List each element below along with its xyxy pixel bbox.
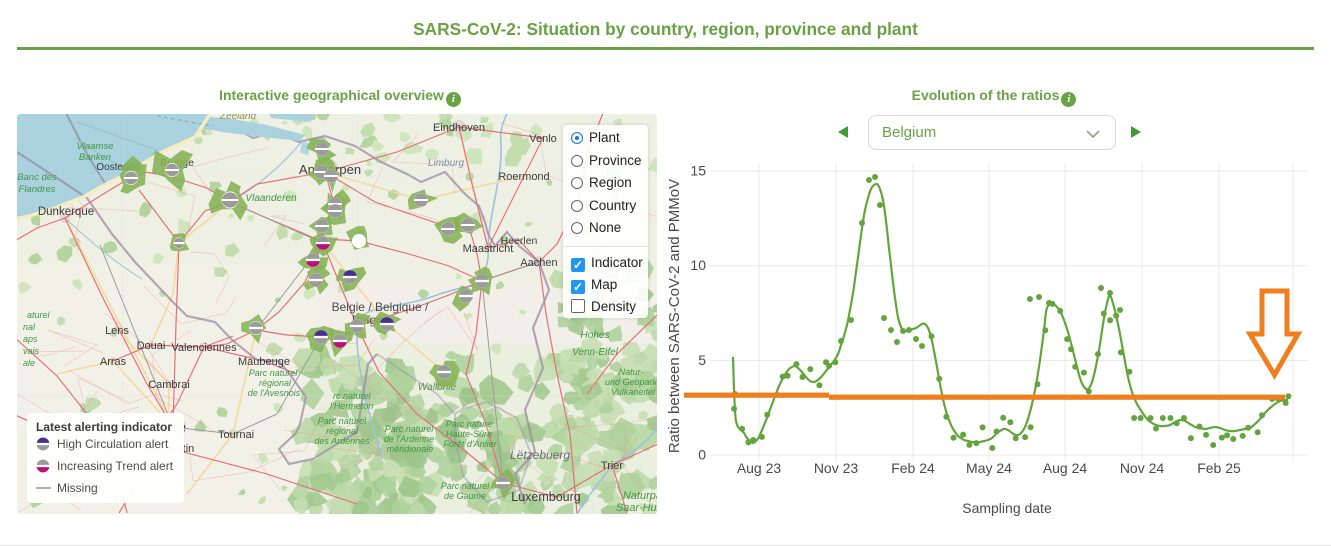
svg-text:Venlo: Venlo <box>529 133 557 145</box>
svg-text:Tournai: Tournai <box>218 429 254 441</box>
svg-text:15: 15 <box>690 163 706 179</box>
svg-text:de l'Ardenne: de l'Ardenne <box>384 434 434 444</box>
svg-text:Hohes: Hohes <box>581 330 610 341</box>
svg-text:Luxembourg: Luxembourg <box>511 490 581 504</box>
svg-text:Douai: Douai <box>137 340 166 352</box>
svg-text:Lens: Lens <box>105 325 129 337</box>
svg-text:Haute-Sûre: Haute-Sûre <box>446 429 492 439</box>
svg-text:Vulkaneifel: Vulkaneifel <box>611 387 656 397</box>
svg-text:Aachen: Aachen <box>520 257 557 269</box>
svg-text:Increasing Trend alert: Increasing Trend alert <box>57 459 174 473</box>
svg-text:Parc naturel: Parc naturel <box>249 368 299 378</box>
svg-text:Feb 24: Feb 24 <box>891 460 935 476</box>
svg-text:méridionale: méridionale <box>387 444 434 454</box>
svg-text:Nov 23: Nov 23 <box>814 460 859 476</box>
svg-text:Dunkerque: Dunkerque <box>38 206 94 218</box>
svg-text:0: 0 <box>698 447 706 463</box>
svg-text:Wallonie: Wallonie <box>418 382 457 393</box>
svg-text:10: 10 <box>690 257 706 273</box>
svg-text:des Ardennes: des Ardennes <box>314 436 370 446</box>
svg-text:Parc naturel: Parc naturel <box>441 481 491 491</box>
svg-text:Saar-Hunsrü: Saar-Hunsrü <box>616 502 657 514</box>
svg-text:Parc naturel: Parc naturel <box>385 424 435 434</box>
svg-text:aps: aps <box>23 334 38 344</box>
svg-text:Flandres: Flandres <box>19 184 56 195</box>
svg-text:und Geopark: und Geopark <box>605 377 657 387</box>
svg-text:Maubeuge: Maubeuge <box>238 356 290 368</box>
svg-text:Parc naturel: Parc naturel <box>318 416 368 426</box>
svg-text:Trier: Trier <box>601 460 624 472</box>
svg-text:régional: régional <box>326 426 359 436</box>
svg-text:5: 5 <box>698 352 706 368</box>
svg-text:Venn-Eifel: Venn-Eifel <box>572 347 619 358</box>
svg-text:Nov 24: Nov 24 <box>1120 460 1165 476</box>
svg-text:Lëtzebuerg: Lëtzebuerg <box>510 448 570 462</box>
svg-text:Aug 24: Aug 24 <box>1043 460 1088 476</box>
svg-text:Missing: Missing <box>57 481 98 495</box>
svg-text:High Circulation alert: High Circulation alert <box>57 437 169 451</box>
svg-text:Aug 23: Aug 23 <box>737 460 782 476</box>
svg-text:Heerlen: Heerlen <box>501 235 538 247</box>
svg-text:Forêt d'Anlier: Forêt d'Anlier <box>443 439 497 449</box>
svg-text:Banken: Banken <box>79 152 111 163</box>
svg-text:Oostende: Oostende <box>96 162 140 173</box>
svg-text:Valenciennes: Valenciennes <box>171 342 237 354</box>
svg-text:Natur-: Natur- <box>619 367 644 377</box>
svg-text:Banc des: Banc des <box>17 172 57 183</box>
svg-text:Limburg: Limburg <box>428 158 465 169</box>
svg-text:Roermond: Roermond <box>498 171 549 183</box>
svg-text:nal: nal <box>23 322 36 332</box>
svg-text:Ratio between SARS-CoV-2 and P: Ratio between SARS-CoV-2 and PMMoV <box>666 179 683 453</box>
svg-text:de l'Avesnois: de l'Avesnois <box>248 388 301 398</box>
svg-text:Cambrai: Cambrai <box>148 379 190 391</box>
svg-text:Latest alerting indicator: Latest alerting indicator <box>36 420 172 434</box>
svg-text:Maastricht: Maastricht <box>463 243 514 255</box>
svg-text:Eindhoven: Eindhoven <box>433 122 485 134</box>
svg-text:Parc nature: Parc nature <box>446 419 493 429</box>
svg-text:vais: vais <box>23 346 40 356</box>
svg-text:Feb 25: Feb 25 <box>1197 460 1241 476</box>
svg-text:ale: ale <box>23 358 35 368</box>
svg-text:Sampling date: Sampling date <box>962 500 1052 516</box>
svg-text:l'Hermeton: l'Hermeton <box>330 401 373 411</box>
svg-text:May 24: May 24 <box>966 460 1012 476</box>
svg-text:Naturpark: Naturpark <box>623 490 657 502</box>
svg-text:Vlaamse: Vlaamse <box>77 141 114 152</box>
svg-text:aturel: aturel <box>27 310 51 320</box>
svg-text:Vlaanderen: Vlaanderen <box>245 193 297 204</box>
svg-text:de Gaume: de Gaume <box>444 491 486 501</box>
svg-text:Belgie / Belgique /: Belgie / Belgique / <box>332 300 429 314</box>
svg-text:rc naturel: rc naturel <box>333 391 372 401</box>
svg-text:Arras: Arras <box>100 356 127 368</box>
svg-text:Zeeland: Zeeland <box>219 114 257 122</box>
svg-text:régional: régional <box>259 378 292 388</box>
